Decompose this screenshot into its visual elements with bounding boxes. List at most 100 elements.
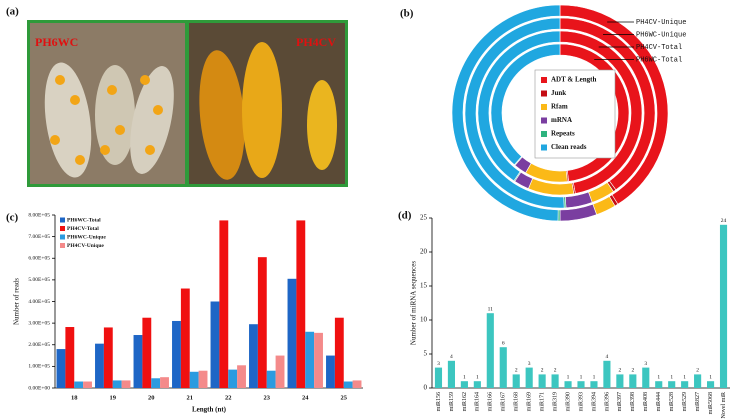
bar <box>460 381 468 388</box>
ring-label: PH6WC-Total <box>636 56 682 64</box>
y-tick-label: 0 <box>424 384 428 392</box>
ear <box>130 66 174 174</box>
bar <box>189 371 199 388</box>
x-tick-label: miR156 <box>436 392 442 411</box>
legend-label: ADT & Length <box>551 76 596 84</box>
x-tick-label: miR164 <box>475 392 481 411</box>
x-tick-label: 22 <box>225 394 232 401</box>
bar <box>219 220 229 388</box>
data-label: 2 <box>618 368 621 374</box>
legend-label: PH4CV-Unique <box>67 243 104 249</box>
bar <box>74 381 84 388</box>
bar <box>343 381 353 388</box>
x-tick-label: 24 <box>302 394 309 401</box>
y-tick-label: 6.00E+05 <box>28 256 50 262</box>
y-axis-title: Number of reads <box>13 278 21 325</box>
legend-swatch <box>541 144 547 151</box>
bar <box>266 370 276 388</box>
y-tick-label: 15 <box>420 282 428 290</box>
bar <box>603 360 611 388</box>
bar <box>56 349 66 388</box>
data-label: 2 <box>515 368 518 374</box>
bar <box>590 381 598 388</box>
bar <box>198 370 208 388</box>
bar <box>719 224 728 388</box>
x-tick-label: miR393 <box>578 392 584 411</box>
legend-swatch <box>60 243 65 248</box>
panel-label: (d) <box>398 210 412 222</box>
panel-label: (b) <box>400 8 414 20</box>
y-tick-label: 2.00E+05 <box>28 342 50 348</box>
bar <box>160 377 169 388</box>
legend-swatch <box>541 77 547 83</box>
y-tick-label: 7.00E+05 <box>28 234 50 240</box>
x-tick-label: miR444 <box>656 392 662 411</box>
legend-label: PH6WC-Unique <box>67 234 106 240</box>
legend-label: mRNA <box>551 116 572 124</box>
data-label: 1 <box>670 374 673 380</box>
y-tick-label: 25 <box>420 214 428 222</box>
bar <box>564 381 572 388</box>
bar <box>447 360 455 388</box>
y-axis-title: Number of miRNA sequences <box>410 261 418 345</box>
bar <box>180 288 190 388</box>
legend-label: Repeats <box>551 130 575 138</box>
legend-swatch <box>541 131 547 137</box>
donut-segment <box>451 4 561 222</box>
y-tick-label: 20 <box>420 248 428 256</box>
data-label: 3 <box>528 361 531 367</box>
bar <box>249 324 258 388</box>
bar <box>275 355 285 388</box>
bar <box>287 278 297 388</box>
panel-label: (c) <box>6 212 19 224</box>
data-label: 24 <box>721 218 727 224</box>
legend-swatch <box>60 234 65 240</box>
photo-panel: (a) PH6WC PH4CV <box>6 6 348 187</box>
legend-box <box>534 69 616 159</box>
x-tick-label: miR319 <box>552 392 558 411</box>
ear <box>242 42 282 178</box>
bar <box>112 380 122 388</box>
bar <box>642 367 650 388</box>
bar <box>103 327 113 388</box>
x-axis-title: Length (nt) <box>192 406 227 414</box>
ring-label: PH4CV-Unique <box>636 19 686 27</box>
photo-label: PH4CV <box>296 35 336 49</box>
bar <box>629 374 637 388</box>
bar <box>172 320 181 388</box>
bar <box>473 381 481 388</box>
bar <box>668 381 676 388</box>
y-tick-label: 5 <box>424 350 428 358</box>
ring-label: PH4CV-Total <box>636 44 682 52</box>
data-label: 2 <box>554 368 557 374</box>
x-tick-label: 25 <box>341 394 348 401</box>
data-label: 4 <box>450 354 453 360</box>
bar <box>681 381 689 388</box>
ear <box>95 65 135 165</box>
x-tick-label: miR5068 <box>708 392 714 414</box>
bar <box>694 374 702 388</box>
data-label: 1 <box>463 374 466 380</box>
data-label: 11 <box>488 306 494 312</box>
data-label: 1 <box>657 374 660 380</box>
bar <box>228 369 238 388</box>
data-label: 2 <box>541 368 544 374</box>
x-tick-label: 21 <box>187 394 194 401</box>
data-label: 1 <box>567 374 570 380</box>
bar <box>65 327 75 388</box>
y-tick-label: 10 <box>420 316 428 324</box>
x-tick-label: 23 <box>264 394 271 401</box>
x-tick-label: miR408 <box>643 392 649 411</box>
data-label: 2 <box>631 368 634 374</box>
ring-label: PH6WC-Unique <box>636 31 686 39</box>
x-tick-label: Novel miR <box>721 392 727 419</box>
bar <box>95 343 104 388</box>
x-tick-label: miR159 <box>449 392 455 411</box>
legend-label: Junk <box>551 89 566 97</box>
y-tick-label: 4.00E+05 <box>28 299 50 305</box>
data-label: 6 <box>502 340 505 346</box>
data-label: 3 <box>437 361 440 367</box>
x-tick-label: miR528 <box>669 392 675 411</box>
data-label: 1 <box>593 374 596 380</box>
x-tick-label: miR169 <box>527 392 533 411</box>
